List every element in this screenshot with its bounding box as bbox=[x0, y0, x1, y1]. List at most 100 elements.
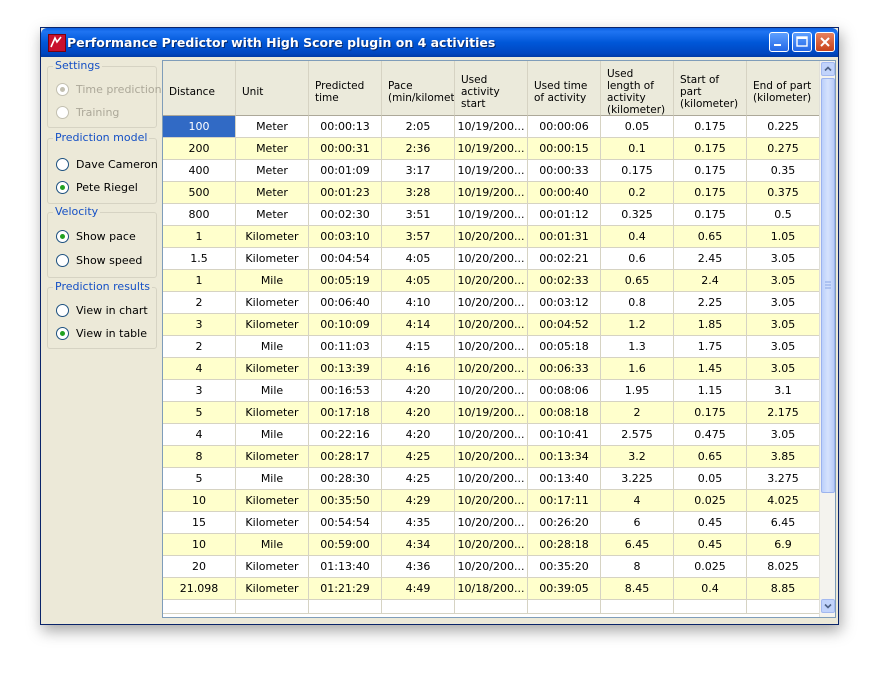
cell-time-of-activity[interactable]: 00:03:12 bbox=[528, 292, 601, 314]
column-header-start-of-part[interactable]: Start of part (kilometer) bbox=[674, 61, 747, 116]
cell-predicted-time[interactable]: 01:21:29 bbox=[309, 578, 382, 600]
table-row[interactable]: 20 Kilometer 01:13:40 4:36 10/20/200... 00:35… bbox=[163, 556, 820, 578]
cell-end-of-part[interactable]: 6.9 bbox=[747, 534, 820, 556]
cell-length-of-activity[interactable]: 3.2 bbox=[601, 446, 674, 468]
cell-end-of-part[interactable]: 0.375 bbox=[747, 182, 820, 204]
cell-pace[interactable]: 4:20 bbox=[382, 380, 455, 402]
cell-activity-start[interactable]: 10/20/200... bbox=[455, 468, 528, 490]
cell-unit[interactable]: Mile bbox=[236, 336, 309, 358]
cell-predicted-time[interactable]: 00:28:17 bbox=[309, 446, 382, 468]
cell-unit[interactable]: Kilometer bbox=[236, 578, 309, 600]
cell-start-of-part[interactable]: 0.025 bbox=[674, 556, 747, 578]
cell-time-of-activity[interactable]: 00:06:33 bbox=[528, 358, 601, 380]
cell-length-of-activity[interactable]: 0.05 bbox=[601, 116, 674, 138]
cell-length-of-activity[interactable]: 6 bbox=[601, 512, 674, 534]
cell-pace[interactable]: 4:15 bbox=[382, 336, 455, 358]
cell-end-of-part[interactable]: 6.45 bbox=[747, 512, 820, 534]
cell-unit[interactable]: Mile bbox=[236, 468, 309, 490]
cell-pace[interactable]: 2:05 bbox=[382, 116, 455, 138]
cell-start-of-part[interactable]: 1.75 bbox=[674, 336, 747, 358]
cell-time-of-activity[interactable]: 00:00:40 bbox=[528, 182, 601, 204]
cell-predicted-time[interactable]: 00:16:53 bbox=[309, 380, 382, 402]
cell-start-of-part[interactable]: 0.175 bbox=[674, 138, 747, 160]
cell-time-of-activity[interactable]: 00:00:33 bbox=[528, 160, 601, 182]
cell-end-of-part[interactable]: 3.275 bbox=[747, 468, 820, 490]
cell-start-of-part[interactable]: 0.025 bbox=[674, 490, 747, 512]
cell-end-of-part[interactable]: 0.275 bbox=[747, 138, 820, 160]
cell-length-of-activity[interactable]: 4 bbox=[601, 490, 674, 512]
cell-length-of-activity[interactable]: 1.3 bbox=[601, 336, 674, 358]
cell-activity-start[interactable]: 10/20/200... bbox=[455, 534, 528, 556]
cell-activity-start[interactable]: 10/20/200... bbox=[455, 380, 528, 402]
cell-end-of-part[interactable]: 0.5 bbox=[747, 204, 820, 226]
cell-unit[interactable]: Meter bbox=[236, 138, 309, 160]
cell-distance[interactable]: 8 bbox=[163, 446, 236, 468]
cell-predicted-time[interactable]: 00:00:31 bbox=[309, 138, 382, 160]
table-row[interactable]: 200 Meter 00:00:31 2:36 10/19/200... 00:00:15… bbox=[163, 138, 820, 160]
cell-start-of-part[interactable]: 1.15 bbox=[674, 380, 747, 402]
scroll-up-button[interactable] bbox=[821, 62, 835, 76]
cell-unit[interactable]: Mile bbox=[236, 424, 309, 446]
table-row[interactable]: 10 Kilometer 00:35:50 4:29 10/20/200... 00:17… bbox=[163, 490, 820, 512]
cell-time-of-activity[interactable]: 00:01:12 bbox=[528, 204, 601, 226]
cell-predicted-time[interactable]: 00:54:54 bbox=[309, 512, 382, 534]
column-header-predicted-time[interactable]: Predicted time bbox=[309, 61, 382, 116]
cell-unit[interactable]: Kilometer bbox=[236, 292, 309, 314]
cell-length-of-activity[interactable]: 6.45 bbox=[601, 534, 674, 556]
cell-activity-start[interactable]: 10/19/200... bbox=[455, 138, 528, 160]
cell-distance[interactable]: 200 bbox=[163, 138, 236, 160]
cell-end-of-part[interactable]: 8.85 bbox=[747, 578, 820, 600]
cell-end-of-part[interactable]: 0.35 bbox=[747, 160, 820, 182]
cell-end-of-part[interactable]: 3.05 bbox=[747, 292, 820, 314]
cell-distance[interactable]: 3 bbox=[163, 314, 236, 336]
cell-predicted-time[interactable]: 00:10:09 bbox=[309, 314, 382, 336]
cell-activity-start[interactable]: 10/20/200... bbox=[455, 292, 528, 314]
cell-unit[interactable]: Kilometer bbox=[236, 490, 309, 512]
cell-activity-start[interactable]: 10/20/200... bbox=[455, 556, 528, 578]
table-row[interactable]: 21.098 Kilometer 01:21:29 4:49 10/18/200... 0… bbox=[163, 578, 820, 600]
scroll-thumb[interactable] bbox=[821, 78, 835, 493]
cell-end-of-part[interactable]: 3.85 bbox=[747, 446, 820, 468]
cell-time-of-activity[interactable]: 00:17:11 bbox=[528, 490, 601, 512]
cell-predicted-time[interactable]: 00:11:03 bbox=[309, 336, 382, 358]
cell-pace[interactable]: 4:25 bbox=[382, 446, 455, 468]
cell-length-of-activity[interactable]: 0.8 bbox=[601, 292, 674, 314]
cell-pace[interactable]: 4:20 bbox=[382, 424, 455, 446]
cell-length-of-activity[interactable]: 2 bbox=[601, 402, 674, 424]
dave-cameron-radio[interactable]: Dave Cameron bbox=[56, 156, 158, 172]
cell-start-of-part[interactable]: 1.45 bbox=[674, 358, 747, 380]
table-row[interactable]: 1 Mile 00:05:19 4:05 10/20/200... 00:02:33 0.6… bbox=[163, 270, 820, 292]
cell-activity-start[interactable]: 10/20/200... bbox=[455, 248, 528, 270]
cell-pace[interactable]: 4:10 bbox=[382, 292, 455, 314]
cell-distance[interactable]: 3 bbox=[163, 380, 236, 402]
cell-predicted-time[interactable]: 00:17:18 bbox=[309, 402, 382, 424]
table-row[interactable]: 500 Meter 00:01:23 3:28 10/19/200... 00:00:40… bbox=[163, 182, 820, 204]
cell-start-of-part[interactable]: 0.05 bbox=[674, 468, 747, 490]
cell-end-of-part[interactable]: 8.025 bbox=[747, 556, 820, 578]
cell-end-of-part[interactable]: 0.225 bbox=[747, 116, 820, 138]
cell-distance[interactable]: 5 bbox=[163, 468, 236, 490]
table-row[interactable]: 1 Kilometer 00:03:10 3:57 10/20/200... 00:01:… bbox=[163, 226, 820, 248]
cell-length-of-activity[interactable]: 0.4 bbox=[601, 226, 674, 248]
cell-predicted-time[interactable]: 00:03:10 bbox=[309, 226, 382, 248]
cell-pace[interactable]: 4:29 bbox=[382, 490, 455, 512]
cell-pace[interactable]: 3:51 bbox=[382, 204, 455, 226]
column-header-activity-start[interactable]: Used activity start bbox=[455, 61, 528, 116]
pete-riegel-radio[interactable]: Pete Riegel bbox=[56, 179, 138, 195]
cell-unit[interactable]: Kilometer bbox=[236, 512, 309, 534]
cell-time-of-activity[interactable]: 00:05:18 bbox=[528, 336, 601, 358]
cell-time-of-activity[interactable]: 00:04:52 bbox=[528, 314, 601, 336]
vertical-scrollbar[interactable] bbox=[819, 61, 835, 617]
cell-length-of-activity[interactable]: 3.225 bbox=[601, 468, 674, 490]
cell-time-of-activity[interactable]: 00:26:20 bbox=[528, 512, 601, 534]
cell-distance[interactable]: 4 bbox=[163, 358, 236, 380]
scroll-down-button[interactable] bbox=[821, 599, 835, 613]
cell-predicted-time[interactable]: 00:01:09 bbox=[309, 160, 382, 182]
cell-pace[interactable]: 4:14 bbox=[382, 314, 455, 336]
cell-length-of-activity[interactable]: 2.575 bbox=[601, 424, 674, 446]
cell-distance[interactable]: 1 bbox=[163, 270, 236, 292]
cell-time-of-activity[interactable]: 00:13:40 bbox=[528, 468, 601, 490]
cell-predicted-time[interactable]: 00:01:23 bbox=[309, 182, 382, 204]
cell-pace[interactable]: 2:36 bbox=[382, 138, 455, 160]
cell-unit[interactable]: Mile bbox=[236, 270, 309, 292]
